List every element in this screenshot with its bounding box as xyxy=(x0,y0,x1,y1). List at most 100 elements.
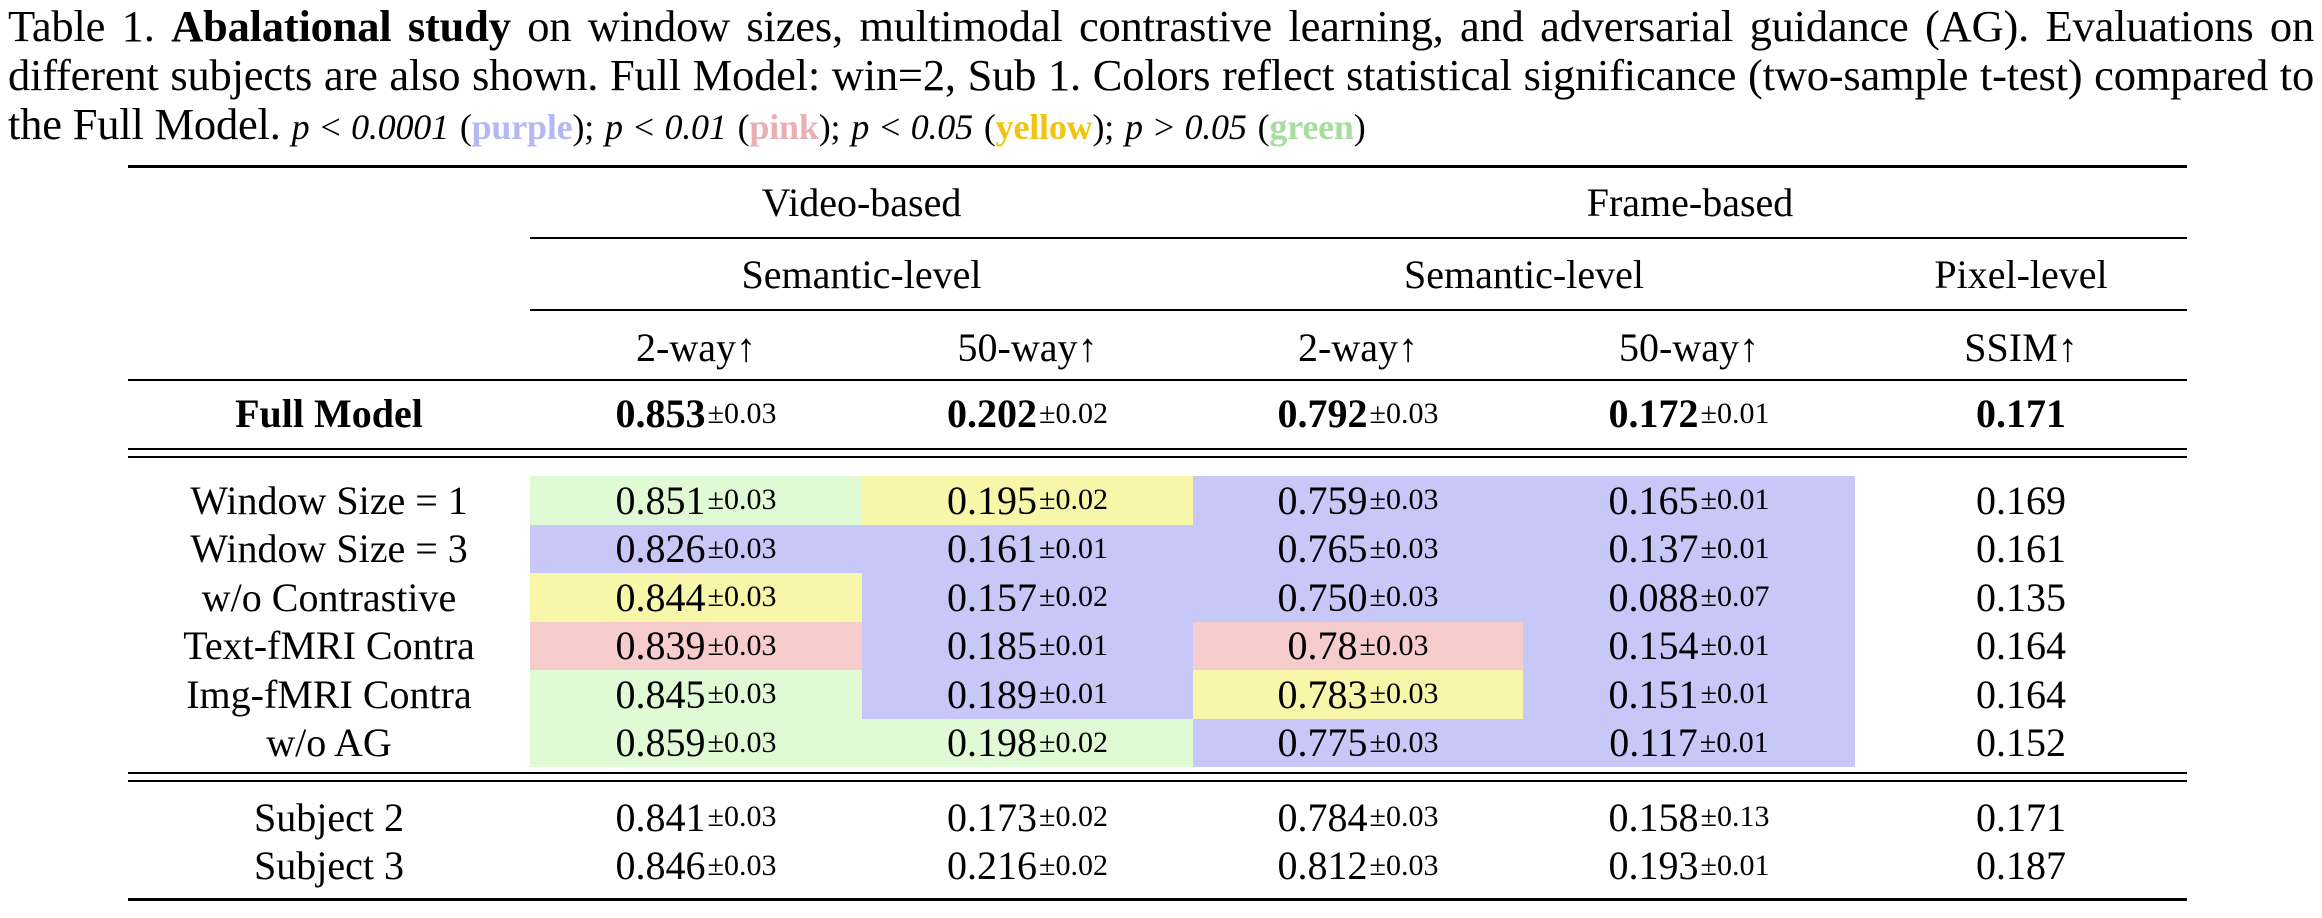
ablation-cell: 0.839 ±0.03 xyxy=(530,621,862,670)
ablation-cell: 0.161 ±0.01 xyxy=(862,524,1193,573)
full-model-cell: 0.202 ±0.02 xyxy=(862,385,1193,442)
cell-std: ±0.02 xyxy=(1039,725,1108,759)
cell-std: ±0.01 xyxy=(1699,725,1769,759)
ablation-cell: 0.189 ±0.01 xyxy=(862,670,1193,719)
ablation-cell: 0.169 xyxy=(1855,476,2187,525)
subject-cell: 0.784 ±0.03 xyxy=(1193,793,1523,842)
cell-value: 0.171 xyxy=(1976,391,2066,436)
row-label-ablation: w/o AG xyxy=(266,720,392,766)
cell-std: ±0.01 xyxy=(1700,628,1770,662)
row-label-full-model: Full Model xyxy=(235,391,423,436)
cell-std: ±0.01 xyxy=(1700,483,1770,517)
cell-value: 0.189 xyxy=(947,671,1038,717)
subject-cell: 0.193 ±0.01 xyxy=(1523,842,1855,891)
column-header-3: 50-way↑ xyxy=(1619,324,1759,370)
cell-std: ±0.03 xyxy=(1359,628,1429,662)
caption-p1: p < 0.0001 xyxy=(291,107,449,147)
caption-label: Table 1. xyxy=(8,1,155,51)
cell-value: 0.135 xyxy=(1976,574,2066,620)
cell-value: 0.158 xyxy=(1608,794,1699,840)
cell-value: 0.839 xyxy=(615,623,706,669)
caption-p4: p > 0.05 xyxy=(1124,107,1247,147)
group-rule xyxy=(530,237,2187,239)
column-header-2: 2-way↑ xyxy=(1298,324,1418,370)
ablation-cell: 0.765 ±0.03 xyxy=(1193,524,1523,573)
cell-value: 0.157 xyxy=(947,574,1038,620)
row-label-ablation: Window Size = 3 xyxy=(190,526,468,572)
ablation-cell: 0.165 ±0.01 xyxy=(1523,476,1855,525)
cell-std: ±0.01 xyxy=(1700,396,1770,430)
table-caption: Table 1. Abalational study on window siz… xyxy=(8,1,2314,149)
cell-value: 0.859 xyxy=(615,720,706,766)
ablation-cell: 0.851 ±0.03 xyxy=(530,476,862,525)
cell-std: ±0.03 xyxy=(1369,677,1439,711)
cell-value: 0.137 xyxy=(1608,526,1699,572)
cell-value: 0.846 xyxy=(615,843,706,889)
double-rule-bottom-a xyxy=(128,772,2187,774)
caption-color-pink: pink xyxy=(749,107,819,147)
cell-value: 0.841 xyxy=(615,794,706,840)
cell-std: ±0.01 xyxy=(1700,848,1770,882)
full-model-cell: 0.792 ±0.03 xyxy=(1193,385,1523,442)
cell-value: 0.216 xyxy=(947,843,1038,889)
full-model-cell: 0.171 xyxy=(1855,385,2187,442)
cell-std: ±0.02 xyxy=(1039,580,1108,614)
subject-cell: 0.187 xyxy=(1855,842,2187,891)
double-rule-top-a xyxy=(128,448,2187,450)
subject-cell: 0.846 ±0.03 xyxy=(530,842,862,891)
cell-value: 0.851 xyxy=(615,477,706,523)
cell-value: 0.152 xyxy=(1976,720,2066,766)
ablation-cell: 0.137 ±0.01 xyxy=(1523,524,1855,573)
cell-std: ±0.02 xyxy=(1039,848,1108,882)
cell-std: ±0.01 xyxy=(1039,531,1108,565)
ablation-cell: 0.135 xyxy=(1855,573,2187,622)
cell-std: ±0.03 xyxy=(707,580,777,614)
caption-title: Abalational study xyxy=(171,1,511,51)
cell-value: 0.775 xyxy=(1277,720,1368,766)
header-video-semantic: Semantic-level xyxy=(741,251,982,297)
cell-value: 0.173 xyxy=(947,794,1038,840)
cell-value: 0.185 xyxy=(947,623,1038,669)
cell-std: ±0.01 xyxy=(1700,531,1770,565)
cell-value: 0.845 xyxy=(615,671,706,717)
ablation-cell: 0.826 ±0.03 xyxy=(530,524,862,573)
caption-text: on window sizes, multimodal contrastive … xyxy=(8,1,2314,149)
cell-std: ±0.02 xyxy=(1039,396,1108,430)
subject-cell: 0.171 xyxy=(1855,793,2187,842)
cell-value: 0.161 xyxy=(1976,526,2066,572)
header-frame-semantic: Semantic-level xyxy=(1404,251,1644,297)
cell-value: 0.169 xyxy=(1976,477,2066,523)
cell-std: ±0.03 xyxy=(707,848,777,882)
full-model-cell: 0.853 ±0.03 xyxy=(530,385,862,442)
cell-value: 0.792 xyxy=(1277,391,1368,436)
cell-value: 0.844 xyxy=(615,574,706,620)
cell-std: ±0.01 xyxy=(1039,677,1108,711)
ablation-cell: 0.845 ±0.03 xyxy=(530,670,862,719)
row-label-subject: Subject 2 xyxy=(254,794,404,840)
top-rule xyxy=(128,165,2187,168)
cell-std: ±0.03 xyxy=(1369,483,1439,517)
subject-cell: 0.158 ±0.13 xyxy=(1523,793,1855,842)
subject-cell: 0.216 ±0.02 xyxy=(862,842,1193,891)
caption-p3: p < 0.05 xyxy=(851,107,973,147)
ablation-cell: 0.088 ±0.07 xyxy=(1523,573,1855,622)
ablation-cell: 0.859 ±0.03 xyxy=(530,718,862,767)
row-label-ablation: w/o Contrastive xyxy=(201,574,457,620)
ablation-cell: 0.185 ±0.01 xyxy=(862,621,1193,670)
ablation-cell: 0.750 ±0.03 xyxy=(1193,573,1523,622)
cell-value: 0.853 xyxy=(615,391,706,436)
cell-std: ±0.07 xyxy=(1700,580,1770,614)
cell-value: 0.750 xyxy=(1277,574,1368,620)
cell-value: 0.164 xyxy=(1976,671,2066,717)
subject-cell: 0.841 ±0.03 xyxy=(530,793,862,842)
caption-color-green: green xyxy=(1269,107,1354,147)
header-pixel-level: Pixel-level xyxy=(1934,251,2108,297)
cell-value: 0.784 xyxy=(1277,794,1368,840)
subject-cell: 0.173 ±0.02 xyxy=(862,793,1193,842)
ablation-cell: 0.161 xyxy=(1855,525,2187,574)
row-label-ablation: Img-fMRI Contra xyxy=(186,671,472,717)
cell-std: ±0.03 xyxy=(1369,848,1439,882)
cell-std: ±0.01 xyxy=(1700,677,1770,711)
cell-value: 0.151 xyxy=(1608,671,1699,717)
subgroup-rule xyxy=(530,309,2187,311)
